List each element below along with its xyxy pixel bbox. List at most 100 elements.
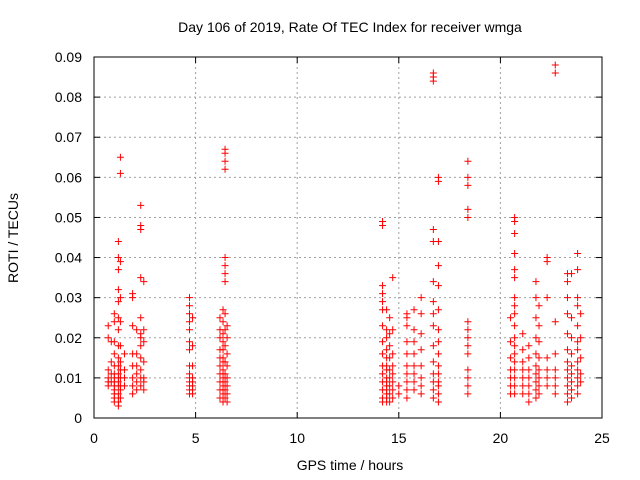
data-point	[434, 326, 442, 334]
data-point	[429, 322, 437, 330]
data-point	[511, 229, 519, 237]
data-point	[563, 346, 571, 354]
data-point	[519, 374, 527, 382]
data-point	[535, 374, 543, 382]
data-point	[563, 330, 571, 338]
data-point	[110, 310, 118, 318]
data-point	[519, 382, 527, 390]
data-point	[379, 290, 387, 298]
data-point	[568, 270, 576, 278]
chart-title: Day 106 of 2019, Rate Of TEC Index for r…	[178, 19, 522, 35]
y-tick-label: 0.03	[55, 290, 82, 306]
data-point	[429, 225, 437, 233]
data-point	[221, 358, 229, 366]
data-point	[223, 390, 231, 398]
data-point	[417, 346, 425, 354]
data-point	[532, 362, 540, 370]
x-tick-label: 25	[594, 430, 610, 446]
y-tick-label: 0.08	[55, 89, 82, 105]
data-point	[114, 286, 122, 294]
data-point	[511, 310, 519, 318]
data-point	[221, 342, 229, 350]
data-point	[379, 282, 387, 290]
gridlines	[94, 57, 602, 418]
data-points	[104, 61, 585, 410]
data-point	[543, 294, 551, 302]
data-point	[525, 354, 533, 362]
data-point	[429, 386, 437, 394]
data-point	[137, 314, 145, 322]
data-point	[535, 390, 543, 398]
data-point	[511, 302, 519, 310]
data-point	[511, 366, 519, 374]
data-point	[511, 322, 519, 330]
data-point	[221, 378, 229, 386]
data-point	[386, 374, 394, 382]
data-point	[383, 334, 391, 342]
data-point	[410, 326, 418, 334]
data-point	[395, 390, 403, 398]
data-point	[221, 254, 229, 262]
data-point	[511, 358, 519, 366]
data-point	[403, 314, 411, 322]
data-point	[532, 334, 540, 342]
data-point	[386, 330, 394, 338]
y-tick-label: 0.09	[55, 49, 82, 65]
data-point	[563, 358, 571, 366]
data-point	[574, 322, 582, 330]
data-point	[129, 322, 137, 330]
data-point	[120, 366, 128, 374]
data-point	[389, 350, 397, 358]
data-point	[410, 350, 418, 358]
data-point	[563, 366, 571, 374]
data-point	[386, 354, 394, 362]
data-point	[507, 338, 515, 346]
data-point	[116, 258, 124, 266]
data-point	[395, 382, 403, 390]
data-point	[223, 374, 231, 382]
data-point	[525, 382, 533, 390]
data-point	[574, 358, 582, 366]
data-point	[403, 362, 411, 370]
y-tick-label: 0.04	[55, 250, 82, 266]
data-point	[535, 338, 543, 346]
data-point	[219, 330, 227, 338]
data-point	[434, 238, 442, 246]
data-point	[543, 354, 551, 362]
data-point	[464, 382, 472, 390]
data-point	[429, 278, 437, 286]
data-point	[511, 390, 519, 398]
data-point	[140, 358, 148, 366]
x-axis-label: GPS time / hours	[297, 457, 404, 473]
data-point	[525, 342, 533, 350]
data-point	[577, 310, 585, 318]
data-point	[389, 386, 397, 394]
data-point	[410, 378, 418, 386]
data-point	[386, 398, 394, 406]
data-point	[464, 390, 472, 398]
data-point	[563, 398, 571, 406]
data-point	[464, 326, 472, 334]
data-point	[133, 350, 141, 358]
data-point	[434, 262, 442, 270]
data-point	[532, 378, 540, 386]
data-point	[551, 61, 559, 69]
data-point	[116, 342, 124, 350]
data-point	[417, 330, 425, 338]
data-point	[189, 342, 197, 350]
data-point	[219, 346, 227, 354]
data-point	[120, 374, 128, 382]
data-point	[133, 378, 141, 386]
data-point	[114, 298, 122, 306]
data-point	[140, 326, 148, 334]
data-point	[464, 350, 472, 358]
data-point	[186, 346, 194, 354]
data-point	[525, 398, 533, 406]
axes: 0 0.01 0.02 0.03 0.04 0.05 0.06 0.07 0.08 0.09 0 5 1…	[55, 49, 610, 446]
data-point	[429, 394, 437, 402]
data-point	[563, 390, 571, 398]
data-point	[137, 274, 145, 282]
x-tick-label: 10	[289, 430, 305, 446]
data-point	[563, 278, 571, 286]
data-point	[511, 342, 519, 350]
